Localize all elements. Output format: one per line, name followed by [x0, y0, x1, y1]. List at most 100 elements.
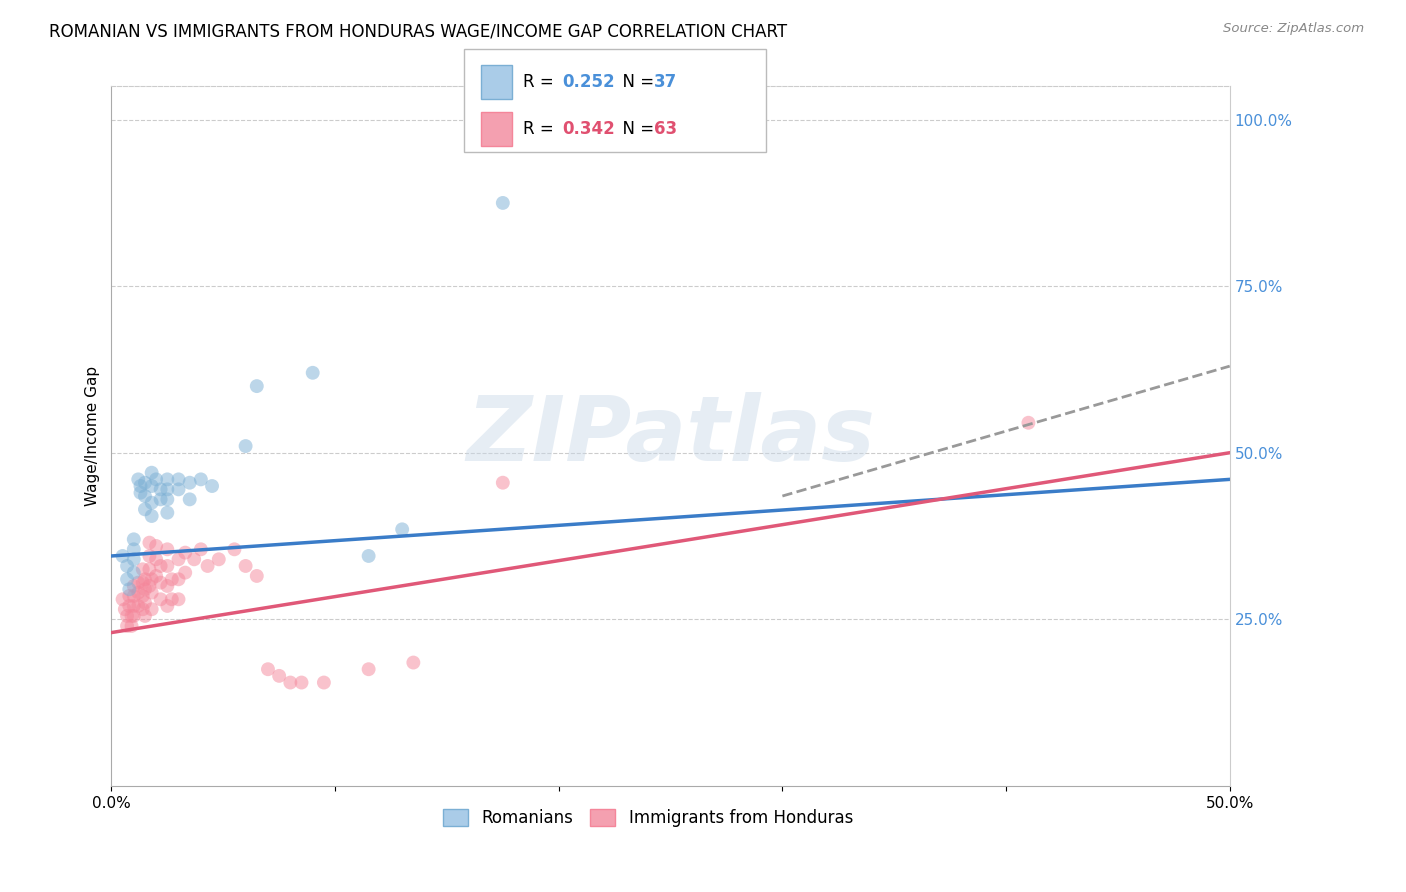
- Point: [141, 479, 163, 493]
- Point: [156, 492, 179, 507]
- Point: [156, 599, 179, 613]
- Point: [156, 542, 179, 557]
- Point: [160, 572, 183, 586]
- Point: [257, 662, 280, 676]
- Point: [149, 592, 172, 607]
- Y-axis label: Wage/Income Gap: Wage/Income Gap: [86, 366, 100, 506]
- Text: R =: R =: [523, 120, 560, 138]
- Point: [179, 492, 201, 507]
- Point: [134, 608, 156, 623]
- Point: [115, 608, 138, 623]
- Point: [122, 589, 145, 603]
- Point: [127, 585, 149, 599]
- Point: [145, 552, 167, 566]
- Point: [492, 475, 515, 490]
- Point: [134, 596, 156, 610]
- Point: [357, 549, 380, 563]
- Point: [391, 522, 413, 536]
- Point: [167, 483, 190, 497]
- Point: [122, 566, 145, 580]
- Point: [111, 592, 134, 607]
- Point: [127, 599, 149, 613]
- Point: [141, 602, 163, 616]
- Point: [122, 608, 145, 623]
- Text: ZIPatlas: ZIPatlas: [465, 392, 875, 480]
- Point: [138, 549, 160, 563]
- Point: [290, 675, 312, 690]
- Point: [122, 542, 145, 557]
- Point: [132, 575, 155, 590]
- Point: [145, 539, 167, 553]
- Point: [208, 552, 231, 566]
- Point: [312, 675, 335, 690]
- Text: Source: ZipAtlas.com: Source: ZipAtlas.com: [1223, 22, 1364, 36]
- Text: 37: 37: [654, 73, 678, 91]
- Point: [246, 569, 269, 583]
- Point: [134, 475, 156, 490]
- Point: [160, 592, 183, 607]
- Point: [183, 552, 205, 566]
- Text: N =: N =: [612, 73, 659, 91]
- Point: [141, 508, 163, 523]
- Point: [174, 546, 197, 560]
- Point: [167, 472, 190, 486]
- Point: [235, 558, 257, 573]
- Point: [167, 592, 190, 607]
- Point: [115, 558, 138, 573]
- Point: [280, 675, 302, 690]
- Point: [141, 466, 163, 480]
- Point: [118, 599, 141, 613]
- Point: [269, 669, 291, 683]
- Point: [122, 599, 145, 613]
- Point: [111, 549, 134, 563]
- Point: [118, 582, 141, 597]
- Point: [134, 572, 156, 586]
- Text: 0.342: 0.342: [562, 120, 616, 138]
- Point: [174, 566, 197, 580]
- Point: [121, 608, 143, 623]
- Point: [190, 472, 212, 486]
- Text: ROMANIAN VS IMMIGRANTS FROM HONDURAS WAGE/INCOME GAP CORRELATION CHART: ROMANIAN VS IMMIGRANTS FROM HONDURAS WAG…: [49, 22, 787, 40]
- Legend: Romanians, Immigrants from Honduras: Romanians, Immigrants from Honduras: [437, 802, 859, 833]
- Point: [129, 479, 152, 493]
- Text: 63: 63: [654, 120, 676, 138]
- Point: [118, 589, 141, 603]
- Point: [145, 472, 167, 486]
- Point: [141, 496, 163, 510]
- Point: [127, 472, 149, 486]
- Point: [122, 533, 145, 547]
- Point: [167, 552, 190, 566]
- Point: [402, 656, 425, 670]
- Point: [167, 572, 190, 586]
- Point: [235, 439, 257, 453]
- Point: [149, 558, 172, 573]
- Point: [122, 552, 145, 566]
- Point: [149, 492, 172, 507]
- Point: [115, 572, 138, 586]
- Point: [156, 558, 179, 573]
- Point: [114, 602, 136, 616]
- Point: [134, 582, 156, 597]
- Point: [190, 542, 212, 557]
- Point: [1017, 416, 1039, 430]
- Point: [115, 619, 138, 633]
- Point: [127, 575, 149, 590]
- Text: R =: R =: [523, 73, 560, 91]
- Point: [179, 475, 201, 490]
- Point: [246, 379, 269, 393]
- Point: [224, 542, 246, 557]
- Point: [138, 535, 160, 549]
- Point: [132, 589, 155, 603]
- Point: [129, 485, 152, 500]
- Point: [122, 579, 145, 593]
- Point: [492, 196, 515, 211]
- Point: [156, 579, 179, 593]
- Point: [149, 483, 172, 497]
- Text: N =: N =: [612, 120, 659, 138]
- Text: 0.252: 0.252: [562, 73, 614, 91]
- Point: [301, 366, 323, 380]
- Point: [197, 558, 219, 573]
- Point: [357, 662, 380, 676]
- Point: [141, 572, 163, 586]
- Point: [132, 602, 155, 616]
